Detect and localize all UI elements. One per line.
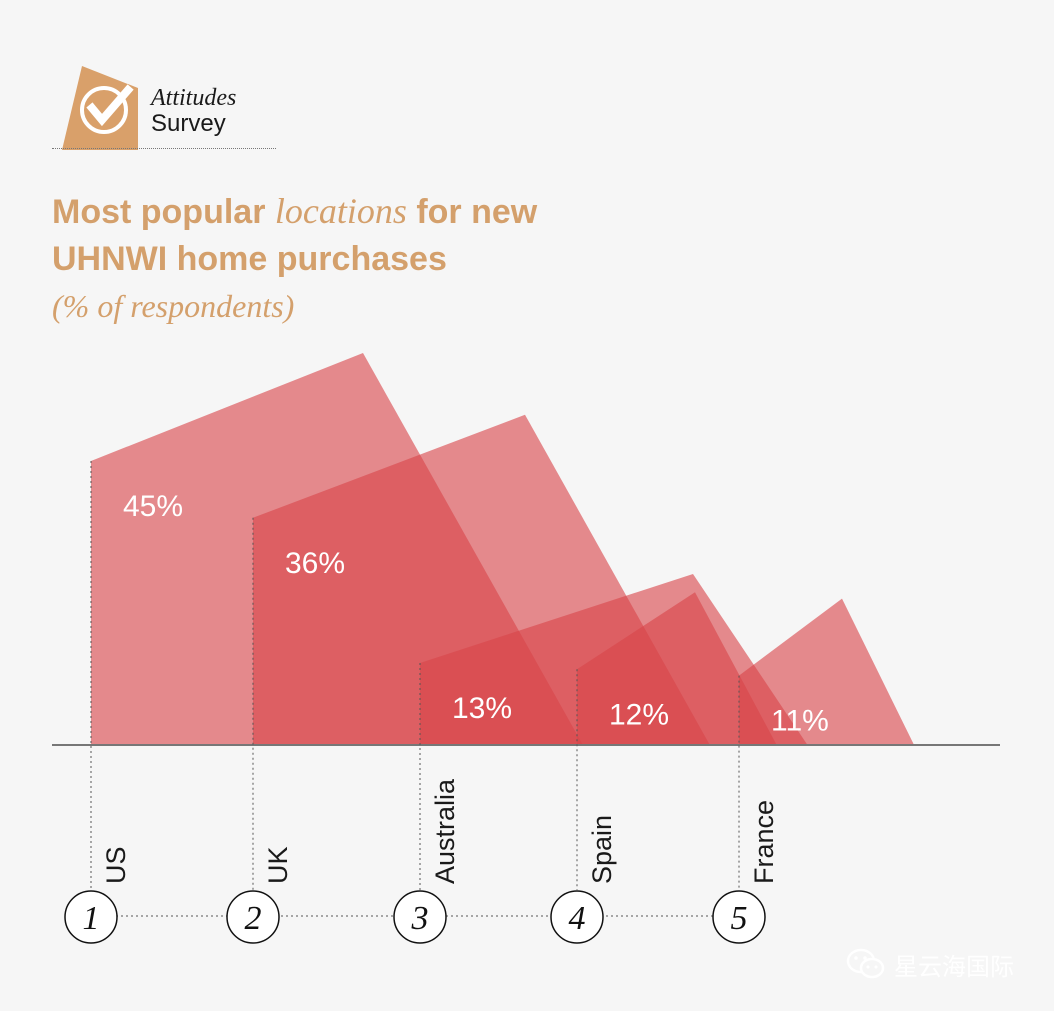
chart-subtitle: (% of respondents) [52,288,295,324]
value-label-uk: 36% [285,547,345,580]
rank-circle-4 [550,890,604,944]
logo-divider [52,148,276,149]
value-label-spain: 12% [609,698,669,731]
category-label-us: US [101,846,131,884]
category-label-uk: UK [263,846,293,884]
rank-number-1: 1 [83,900,100,937]
chart-title-line1: Most popular locations for new [52,193,537,229]
bar-shapes [91,353,915,745]
title-part2: for new [406,193,538,231]
value-label-australia: 13% [452,692,512,725]
category-label-france: France [749,800,779,884]
attitudes-survey-logo: Attitudes Survey [52,66,276,154]
bar-spain [577,592,777,745]
value-label-us: 45% [123,490,183,523]
logo-text-attitudes: Attitudes [151,85,237,111]
rank-circle-1 [64,890,118,944]
rank-number-3: 3 [411,900,429,937]
rank-number-2: 2 [245,900,262,937]
bar-france [739,598,915,745]
survey-check-icon [62,66,138,150]
logo-text-survey: Survey [151,110,226,137]
rank-circle-2 [226,890,280,944]
rank-circle-5 [712,890,766,944]
category-label-spain: Spain [587,815,617,884]
rank-number-5: 5 [731,900,748,937]
watermark: 星云海国际 [846,946,1014,982]
category-label-australia: Australia [430,778,460,884]
chart-title-line2: UHNWI home purchases [52,240,447,278]
rank-circle-3 [393,890,447,944]
value-label-france: 11% [771,705,829,738]
rank-number-4: 4 [569,900,586,937]
title-part1: Most popular [52,193,275,231]
wechat-icon [846,948,885,979]
title-italic: locations [274,191,407,231]
watermark-text: 星云海国际 [894,952,1014,981]
